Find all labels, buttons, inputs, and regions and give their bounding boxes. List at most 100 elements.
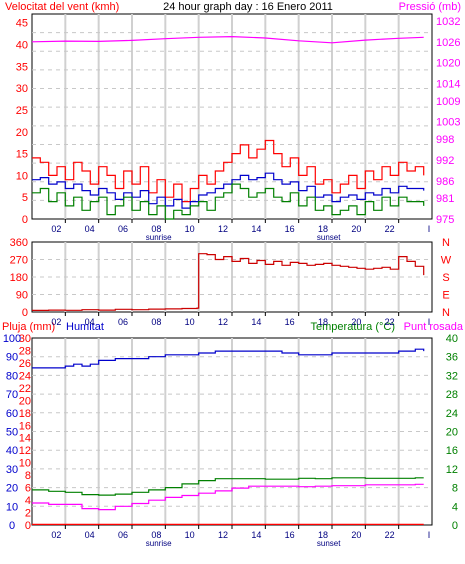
panel1-x-tick-label: 12: [218, 224, 228, 234]
panel3-series-2: [32, 483, 424, 511]
panel1-x-tick-label: 18: [318, 224, 328, 234]
panel2-x-tick-label: 04: [85, 317, 95, 327]
panel3-x-tick-label: 20: [351, 530, 361, 540]
panel3-pluja-label: Pluja (mm): [2, 321, 55, 333]
panel1-x-tick-label: 20: [351, 224, 361, 234]
panel3-pluja-tick-label: 14: [19, 433, 31, 445]
panel3-pluja-tick-label: 0: [25, 520, 31, 532]
panel1-left-tick-label: 30: [16, 83, 28, 95]
panel2-x-tick-label: 22: [385, 317, 395, 327]
panel3-pluja-tick-label: 8: [25, 470, 31, 482]
panel2-compass-label: E: [442, 290, 449, 302]
panel3-humitat-tick-label: 90: [6, 352, 18, 364]
panel3-temperatura-tick-label: 28: [446, 389, 458, 401]
panel3-series-1: [32, 477, 424, 496]
panel3-humitat-tick-label: 10: [6, 501, 18, 513]
panel3-humitat-tick-label: 20: [6, 483, 18, 495]
panel3-x-tick-label: 12: [218, 530, 228, 540]
panel3-sunset-label: sunset: [317, 539, 341, 548]
panel3-temperatura-tick-label: 40: [446, 333, 458, 345]
panel2-left-tick-label: 90: [16, 290, 28, 302]
panel1-right-tick-label: 1020: [436, 58, 460, 70]
panel3-temperatura-tick-label: 8: [452, 483, 458, 495]
panel1-x-tick-label: 22: [385, 224, 395, 234]
panel3-pluja-tick-label: 10: [19, 458, 31, 470]
panel3-x-tick-label: 02: [51, 530, 61, 540]
panel2-x-tick-label: I: [428, 317, 431, 327]
panel1-right-tick-label: 1014: [436, 78, 460, 90]
panel1-right-tick-label: 1009: [436, 96, 460, 108]
panel3-pluja-tick-label: 2: [25, 508, 31, 520]
panel3-temperatura-label: Temperatura (°C): [311, 321, 395, 333]
panel1-chart-title: 24 hour graph day : 16 Enero 2011: [163, 1, 333, 13]
panel3-pluja-tick-label: 18: [19, 408, 31, 420]
panel2-x-tick-label: 20: [351, 317, 361, 327]
panel3-pluja-tick-label: 24: [19, 370, 31, 382]
panel1-x-tick-label: 14: [251, 224, 261, 234]
panel1-series-1: [32, 139, 425, 203]
panel3-temperatura-tick-label: 20: [446, 427, 458, 439]
panel3-pluja-tick-label: 16: [19, 420, 31, 432]
panel1-left-tick-label: 20: [16, 127, 28, 139]
panel1-sunrise-label: sunrise: [146, 233, 172, 242]
panel2-x-tick-label: 16: [285, 317, 295, 327]
panel3-x-tick-label: 10: [185, 530, 195, 540]
panel1-sunset-label: sunset: [317, 233, 341, 242]
panel1-x-tick-label: I: [428, 224, 431, 234]
panel3-humitat-label: Humitat: [66, 321, 104, 333]
panel1-series-0: [31, 35, 424, 44]
panel3-temperatura-tick-label: 36: [446, 352, 458, 364]
panel3-humitat-tick-label: 0: [9, 520, 15, 532]
panel3-humitat-tick-label: 100: [3, 333, 21, 345]
panel3-temperatura-tick-label: 16: [446, 445, 458, 457]
panel1-series-3: [32, 183, 425, 220]
panel1-x-tick-label: 04: [85, 224, 95, 234]
panel1-left-tick-label: 0: [22, 214, 28, 226]
panel2-x-tick-label: 14: [251, 317, 261, 327]
panel3-temperatura-tick-label: 24: [446, 408, 458, 420]
panel3-x-tick-label: 08: [151, 530, 161, 540]
panel2-left-tick-label: 360: [10, 237, 28, 249]
panel1-x-tick-label: 02: [51, 224, 61, 234]
panel2-left-tick-label: 0: [22, 307, 28, 319]
panel3-temperatura-tick-label: 4: [452, 501, 458, 513]
panel1-left-tick-label: 35: [16, 61, 28, 73]
panel3-humitat-tick-label: 80: [6, 370, 18, 382]
panel3-humitat-tick-label: 50: [6, 427, 18, 439]
panel1-right-tick-label: 1003: [436, 117, 460, 129]
panel1-right-tick-label: 992: [436, 155, 454, 167]
panel2-left-tick-label: 180: [10, 272, 28, 284]
panel1-x-tick-label: 10: [185, 224, 195, 234]
panel1-left-tick-label: 10: [16, 170, 28, 182]
panel1-right-axis-label: Pressió (mb): [399, 1, 461, 13]
panel3-pluja-tick-label: 20: [19, 395, 31, 407]
panel2-compass-label: W: [441, 255, 452, 267]
panel3-pluja-tick-label: 6: [25, 483, 31, 495]
panel2-compass-label: N: [442, 237, 450, 249]
panel2-left-tick-label: 270: [10, 255, 28, 267]
panel3-temperatura-tick-label: 12: [446, 464, 458, 476]
panel2-x-tick-label: 10: [185, 317, 195, 327]
panel3-x-tick-label: I: [428, 530, 431, 540]
panel3-punt-rosada-label: Punt rosada: [404, 321, 464, 333]
panel1-x-tick-label: 06: [118, 224, 128, 234]
panel1-left-tick-label: 45: [16, 18, 28, 30]
panel3-pluja-tick-label: 22: [19, 383, 31, 395]
panel3-humitat-tick-label: 30: [6, 464, 18, 476]
panel3-temperatura-tick-label: 0: [452, 520, 458, 532]
panel2-x-tick-label: 06: [118, 317, 128, 327]
panel1-left-tick-label: 15: [16, 149, 28, 161]
panel2-x-tick-label: 12: [218, 317, 228, 327]
panel3-sunrise-label: sunrise: [146, 539, 172, 548]
panel2-series-0: [32, 253, 425, 311]
panel1-right-tick-label: 975: [436, 214, 454, 226]
panel1-left-axis-label: Velocitat del vent (kmh): [5, 1, 119, 13]
panel1-right-tick-label: 981: [436, 193, 454, 205]
panel3-humitat-tick-label: 40: [6, 445, 18, 457]
panel2-x-tick-label: 08: [151, 317, 161, 327]
panel3-pluja-tick-label: 26: [19, 358, 31, 370]
panel3-x-tick-label: 06: [118, 530, 128, 540]
